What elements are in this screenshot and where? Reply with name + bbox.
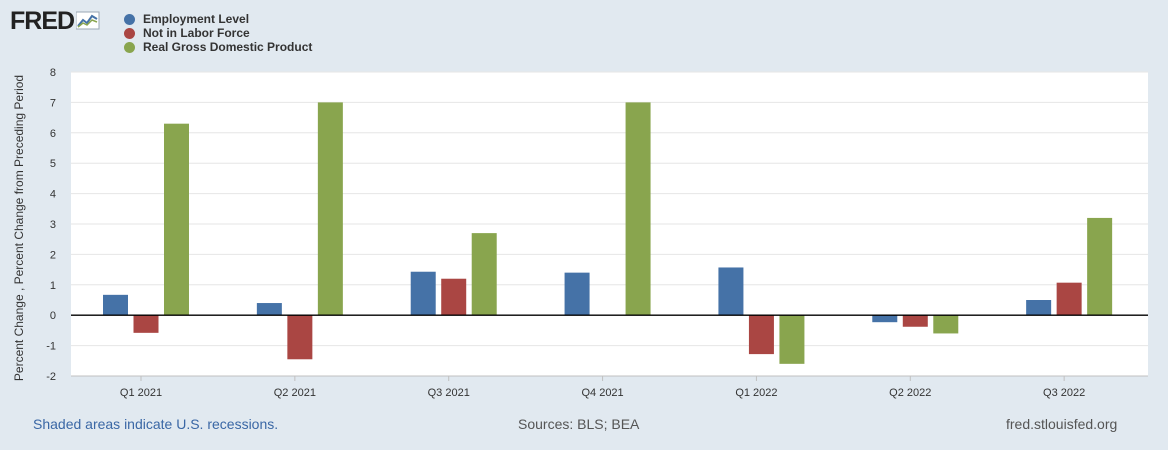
- y-tick-label: 0: [50, 310, 56, 322]
- y-tick-label: 1: [50, 280, 56, 292]
- bar-0-4[interactable]: [718, 267, 744, 316]
- x-tick-label: Q2 2022: [889, 387, 931, 399]
- legend-swatch: [124, 13, 135, 25]
- bar-1-0[interactable]: [133, 315, 159, 333]
- legend-swatch: [124, 41, 135, 53]
- x-tick-label: Q1 2022: [735, 387, 777, 399]
- legend-item-1[interactable]: Not in Labor Force: [124, 26, 312, 40]
- y-tick-label: 3: [50, 219, 56, 231]
- bar-0-0[interactable]: [103, 294, 128, 316]
- chart-line-icon: [76, 11, 100, 30]
- legend-label: Employment Level: [143, 12, 250, 26]
- bar-2-1[interactable]: [317, 102, 343, 316]
- legend-label: Real Gross Domestic Product: [143, 40, 313, 54]
- bar-1-2[interactable]: [441, 278, 467, 316]
- bar-chart: -2 -1 0 1 2 3 4 5 6 7 8 Q1 2021 Q2 2021 Q3 2021 Q4 202…: [12, 67, 1148, 399]
- bar-0-2[interactable]: [410, 271, 436, 316]
- legend-item-0[interactable]: Employment Level: [124, 12, 312, 26]
- sources-text: Sources: BLS; BEA: [518, 416, 640, 432]
- bar-1-4[interactable]: [748, 315, 774, 355]
- x-tick-label: Q1 2021: [120, 387, 162, 399]
- recession-note[interactable]: Shaded areas indicate U.S. recessions.: [33, 416, 279, 432]
- bar-2-3[interactable]: [625, 102, 651, 316]
- bar-0-5[interactable]: [872, 315, 898, 323]
- y-tick-label: 7: [50, 97, 56, 109]
- bar-2-0[interactable]: [164, 123, 189, 316]
- y-axis-title: Percent Change , Percent Change from Pre…: [12, 75, 26, 381]
- bar-2-6[interactable]: [1087, 217, 1113, 316]
- bar-0-6[interactable]: [1026, 300, 1052, 316]
- y-tick-label: 8: [50, 67, 56, 79]
- bar-2-4[interactable]: [779, 315, 805, 364]
- y-tick-label: 6: [50, 128, 56, 140]
- x-tick-label: Q2 2021: [274, 387, 316, 399]
- y-tick-label: 2: [50, 249, 56, 261]
- y-tick-label: -2: [46, 371, 56, 383]
- legend-label: Not in Labor Force: [143, 26, 250, 40]
- legend-item-2[interactable]: Real Gross Domestic Product: [124, 40, 312, 54]
- bar-1-1[interactable]: [287, 315, 313, 360]
- x-tick-label: Q4 2021: [581, 387, 623, 399]
- legend-swatch: [124, 27, 135, 39]
- bar-0-3[interactable]: [564, 272, 590, 316]
- bar-1-5[interactable]: [902, 315, 928, 327]
- bar-2-5[interactable]: [933, 315, 959, 334]
- x-tick-label: Q3 2021: [428, 387, 470, 399]
- x-tick-label: Q3 2022: [1043, 387, 1085, 399]
- fred-logo-text: FRED: [10, 7, 75, 35]
- bar-2-2[interactable]: [471, 233, 497, 316]
- fred-logo[interactable]: FRED: [10, 6, 100, 36]
- chart-legend: Employment Level Not in Labor Force Real G…: [124, 12, 312, 54]
- y-tick-label: 5: [50, 158, 56, 170]
- bar-1-6[interactable]: [1056, 282, 1082, 316]
- site-link[interactable]: fred.stlouisfed.org: [1006, 416, 1118, 432]
- bar-0-1[interactable]: [256, 303, 282, 316]
- y-tick-label: 4: [50, 189, 56, 201]
- y-tick-label: -1: [46, 341, 56, 353]
